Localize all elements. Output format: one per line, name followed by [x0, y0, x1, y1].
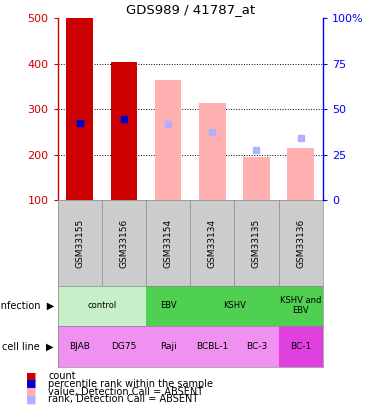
Text: BCBL-1: BCBL-1 — [196, 342, 229, 351]
Text: value, Detection Call = ABSENT: value, Detection Call = ABSENT — [48, 387, 203, 396]
Text: GSM33135: GSM33135 — [252, 218, 261, 268]
Text: control: control — [87, 301, 116, 310]
Bar — [279, 326, 323, 367]
Text: infection  ▶: infection ▶ — [0, 301, 54, 311]
Bar — [58, 286, 146, 326]
Text: ■: ■ — [26, 387, 36, 396]
Text: DG75: DG75 — [111, 342, 137, 351]
Bar — [111, 62, 137, 200]
Bar — [102, 326, 146, 367]
Text: count: count — [48, 371, 76, 382]
Text: BJAB: BJAB — [69, 342, 90, 351]
Text: GSM33134: GSM33134 — [208, 218, 217, 268]
Text: KSHV: KSHV — [223, 301, 246, 310]
Text: BC-3: BC-3 — [246, 342, 267, 351]
Bar — [190, 286, 279, 326]
Bar — [146, 326, 190, 367]
Text: ■: ■ — [26, 379, 36, 389]
Text: GSM33154: GSM33154 — [164, 218, 173, 268]
Bar — [199, 102, 226, 200]
Text: BC-1: BC-1 — [290, 342, 311, 351]
Text: ■: ■ — [26, 394, 36, 404]
Bar — [279, 286, 323, 326]
Text: KSHV and
EBV: KSHV and EBV — [280, 296, 321, 315]
Bar — [243, 157, 270, 200]
Text: GSM33136: GSM33136 — [296, 218, 305, 268]
Bar — [190, 326, 234, 367]
Text: EBV: EBV — [160, 301, 176, 310]
Text: rank, Detection Call = ABSENT: rank, Detection Call = ABSENT — [48, 394, 198, 404]
Bar — [155, 80, 181, 200]
Text: percentile rank within the sample: percentile rank within the sample — [48, 379, 213, 389]
Text: Raji: Raji — [160, 342, 176, 351]
Bar — [58, 326, 102, 367]
Bar — [234, 326, 279, 367]
Title: GDS989 / 41787_at: GDS989 / 41787_at — [125, 3, 255, 16]
Text: cell line  ▶: cell line ▶ — [2, 341, 54, 351]
Bar — [288, 148, 314, 200]
Text: GSM33156: GSM33156 — [119, 218, 128, 268]
Bar — [146, 286, 190, 326]
Text: GSM33155: GSM33155 — [75, 218, 84, 268]
Text: ■: ■ — [26, 371, 36, 382]
Bar — [66, 18, 93, 200]
